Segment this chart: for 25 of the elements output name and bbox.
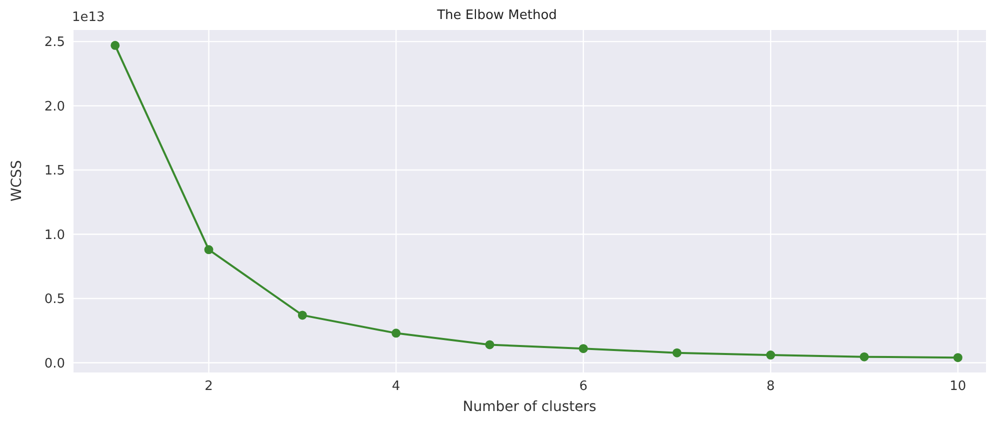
x-axis-title: Number of clusters <box>462 399 596 415</box>
point <box>860 352 869 362</box>
point <box>485 340 494 350</box>
point <box>204 245 214 254</box>
y-tick-label: 2.5 <box>44 35 65 50</box>
x-tick-label: 2 <box>204 379 213 394</box>
x-tick-label: 10 <box>950 379 966 394</box>
point <box>578 344 588 354</box>
x-tick-label: 8 <box>766 379 775 394</box>
point <box>766 350 776 360</box>
point <box>953 353 962 362</box>
point <box>298 310 307 320</box>
y-tick-label: 1.5 <box>44 164 65 179</box>
x-tick-label: 6 <box>579 379 588 394</box>
y-tick-label: 2.0 <box>44 99 65 114</box>
y-axis-title: WCSS <box>8 160 25 202</box>
y-tick-label: 0.5 <box>44 292 65 308</box>
point <box>392 328 401 338</box>
y-tick-label: 0.0 <box>44 356 65 372</box>
x-tick-label: 4 <box>392 379 400 394</box>
point <box>672 348 682 358</box>
point <box>110 40 120 50</box>
y-tick-label: 1.0 <box>44 228 65 243</box>
chart-title: The Elbow Method <box>437 8 557 23</box>
text: 1e13 <box>72 10 105 25</box>
